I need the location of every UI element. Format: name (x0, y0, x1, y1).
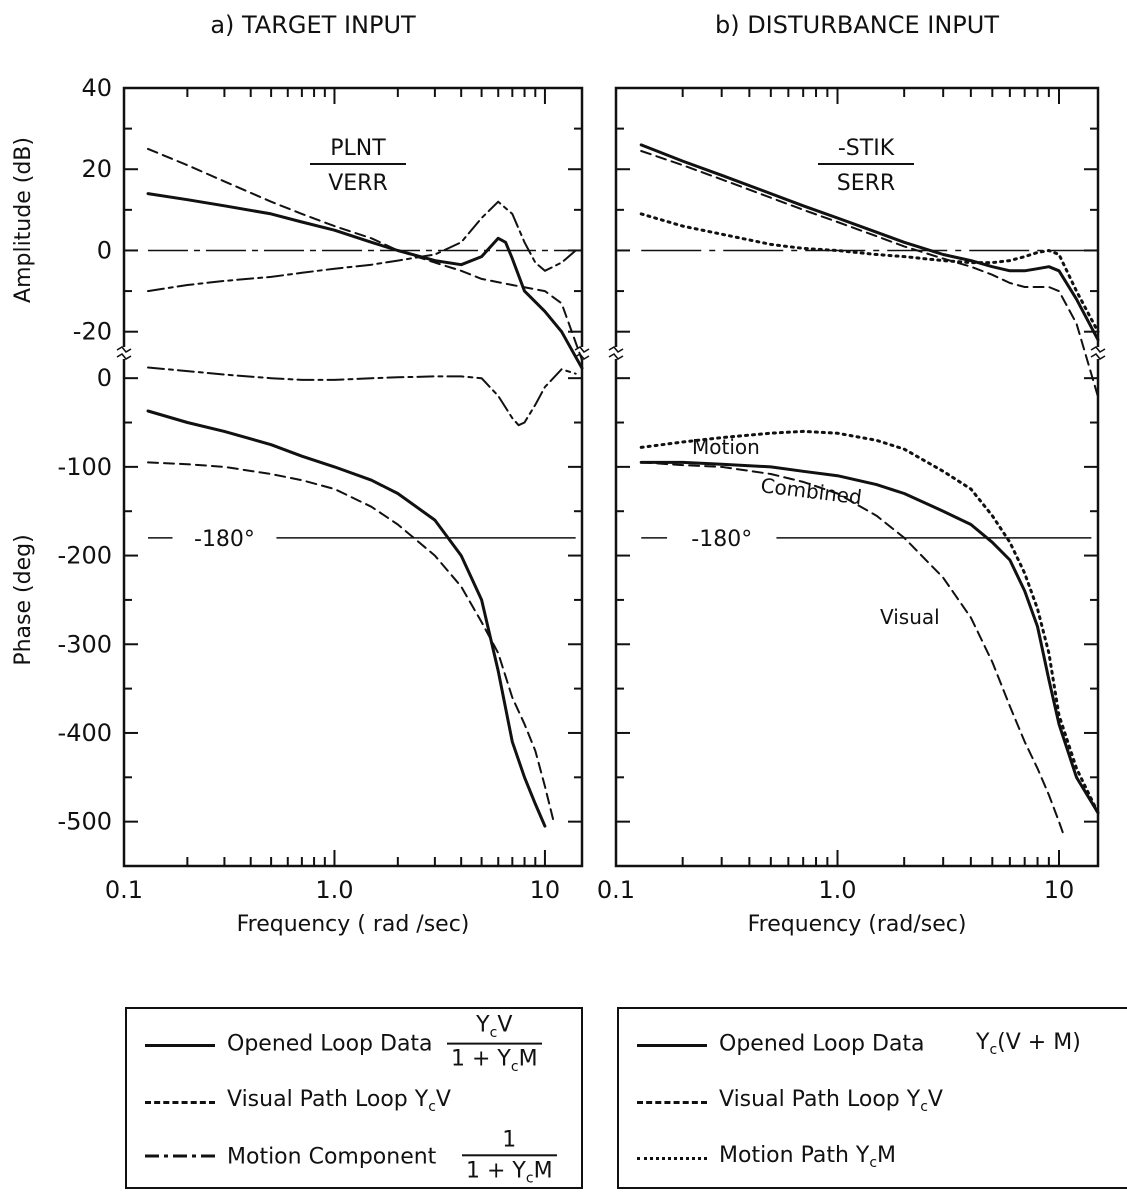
panel-heading: a) TARGET INPUT (210, 11, 416, 39)
amplitude-series-dotted (639, 212, 1100, 334)
axis-break-mark (608, 345, 624, 354)
ratio-denominator: SERR (837, 171, 895, 196)
legend-formula: 1 1 + YcM (462, 1127, 557, 1187)
solid-line-swatch (637, 1044, 707, 1047)
phase-tick-label: -200 (58, 542, 112, 570)
panel-target-input: 0.1 1.0 10 Frequency ( rad /sec) a) TARGET I… (105, 11, 590, 937)
legend-formula: YcV 1 + YcM (447, 1013, 542, 1075)
minus-180-label: -180° (194, 527, 255, 552)
solid-line-swatch (145, 1044, 215, 1047)
legend-item-motion-component: Motion Component 1 1 + YcM (127, 1127, 581, 1187)
legend-label: Opened Loop Data (719, 1031, 925, 1057)
phase-series-solid (639, 460, 1100, 815)
phase-series-dashed (147, 461, 555, 823)
dashed-line-swatch (145, 1101, 215, 1104)
x-tick-label: 1.0 (818, 876, 856, 904)
axis-break-mark (1090, 345, 1106, 354)
phase-tick-label: 0 (97, 364, 112, 392)
dashed-line-swatch (637, 1101, 707, 1104)
phase-series-solid (146, 409, 547, 828)
amplitude-axis-label: Amplitude (dB) (11, 137, 36, 303)
x-tick-label: 1.0 (315, 876, 353, 904)
phase-series-dotted (639, 429, 1100, 815)
legend-label: Opened Loop Data (227, 1031, 433, 1057)
phase-tick-label: -500 (58, 808, 112, 836)
axis-break-mark (574, 345, 590, 354)
axis-break-mark (116, 345, 132, 354)
legend-disturbance-input: Opened Loop Data Yc(V + M) Visual Path L… (617, 1007, 1127, 1189)
ratio-denominator: VERR (328, 171, 388, 196)
legend-target-input: Opened Loop Data YcV 1 + YcM Visual Path… (125, 1007, 583, 1189)
plot-frame (614, 86, 1100, 868)
legend-item-visual-path: Visual Path Loop YcV (127, 1071, 581, 1131)
amplitude-tick-label: 0 (97, 236, 112, 264)
dashdot-line-swatch (145, 1154, 215, 1158)
phase-series-dashdot (147, 366, 577, 427)
phase-tick-label: -300 (58, 630, 112, 658)
panel-heading: b) DISTURBANCE INPUT (715, 11, 999, 39)
x-axis-label: Frequency (rad/sec) (748, 912, 967, 937)
amplitude-tick-label: 20 (81, 155, 112, 183)
axis-break-mark (574, 352, 590, 361)
phase-axis-label: Phase (deg) (11, 534, 36, 665)
phase-series-dashed (640, 461, 1065, 836)
axis-break-mark (116, 352, 132, 361)
x-tick-label: 10 (530, 876, 561, 904)
panel-disturbance-input: 0.1 1.0 10 Frequency (rad/sec) b) DISTURBANC… (597, 11, 1106, 937)
amplitude-series-dashdot (147, 200, 577, 293)
x-tick-label: 10 (1044, 876, 1075, 904)
amplitude-series-dashed (640, 150, 1099, 398)
axis-break-mark (608, 352, 624, 361)
amplitude-tick-label: -20 (73, 318, 112, 346)
x-tick-label: 0.1 (105, 876, 143, 904)
dotted-line-swatch (637, 1157, 707, 1160)
plot-frame (122, 86, 584, 868)
legend-label: Visual Path Loop YcV (227, 1086, 451, 1116)
amplitude-series-solid (639, 143, 1100, 342)
amplitude-tick-label: 40 (81, 74, 112, 102)
motion-annotation: Motion (692, 435, 760, 459)
visual-annotation: Visual (880, 605, 940, 629)
legend-formula: Yc(V + M) (976, 1029, 1081, 1059)
minus-180-label: -180° (691, 527, 752, 552)
axis-break-mark (1090, 352, 1106, 361)
legend-item-visual-path: Visual Path Loop YcV (619, 1071, 1127, 1131)
amplitude-series-dashed (147, 147, 583, 362)
x-axis-label: Frequency ( rad /sec) (237, 912, 470, 937)
legend-label: Visual Path Loop YcV (719, 1086, 943, 1116)
x-tick-label: 0.1 (597, 876, 635, 904)
legend-item-opened-loop: Opened Loop Data YcV 1 + YcM (127, 1013, 581, 1075)
ratio-numerator: -STIK (838, 136, 895, 161)
amplitude-series-solid (146, 192, 584, 370)
legend-label: Motion Component (227, 1144, 437, 1170)
ratio-numerator: PLNT (330, 136, 386, 161)
legend-item-motion-path: Motion Path YcM (619, 1127, 1127, 1187)
legend-item-opened-loop: Opened Loop Data Yc(V + M) (619, 1014, 1127, 1074)
phase-tick-label: -400 (58, 719, 112, 747)
phase-tick-label: -100 (58, 453, 112, 481)
legend-label: Motion Path YcM (719, 1142, 897, 1172)
